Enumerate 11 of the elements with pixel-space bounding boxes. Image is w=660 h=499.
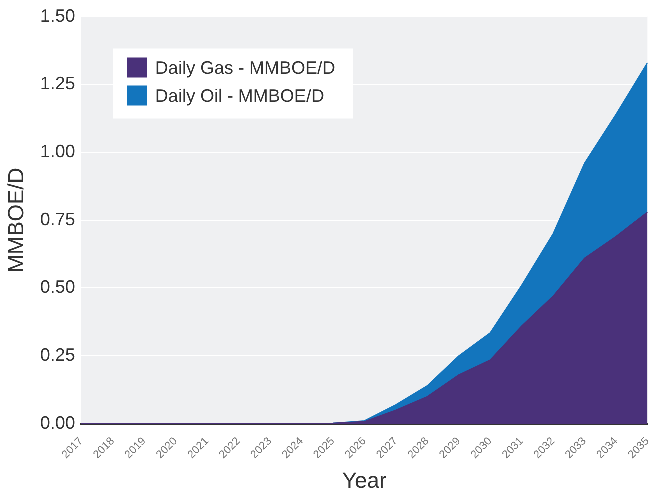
y-tick-label: 0.25 — [40, 345, 76, 366]
y-tick-label: 1.50 — [40, 6, 76, 26]
y-tick-label: 0.50 — [40, 277, 76, 298]
y-tick-label: 0.75 — [40, 209, 76, 230]
x-axis-title: Year — [342, 468, 387, 493]
y-tick-label: 1.00 — [40, 141, 76, 162]
y-axis-title: MMBOE/D — [3, 168, 28, 273]
legend-label: Daily Oil - MMBOE/D — [155, 86, 324, 106]
legend-label: Daily Gas - MMBOE/D — [155, 58, 336, 78]
y-tick-label: 0.00 — [40, 412, 76, 433]
y-tick-label: 1.25 — [40, 74, 76, 94]
